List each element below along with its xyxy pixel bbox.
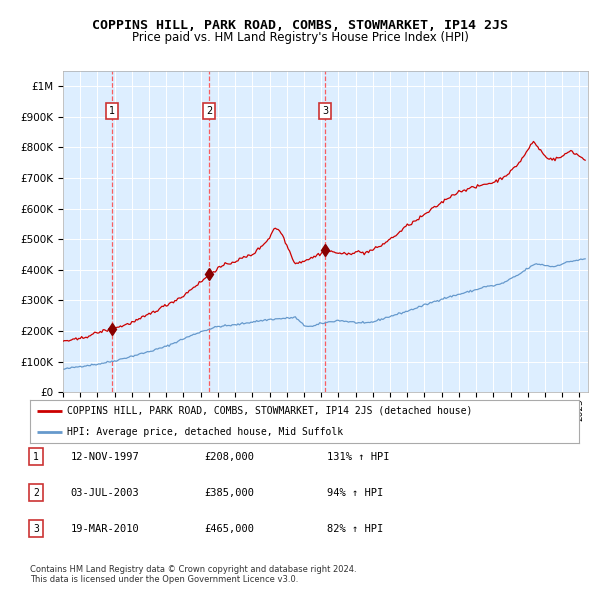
Text: 19-MAR-2010: 19-MAR-2010 <box>71 524 140 533</box>
Text: 2: 2 <box>206 106 212 116</box>
Text: 2: 2 <box>33 488 39 497</box>
Text: Price paid vs. HM Land Registry's House Price Index (HPI): Price paid vs. HM Land Registry's House … <box>131 31 469 44</box>
Text: 82% ↑ HPI: 82% ↑ HPI <box>327 524 383 533</box>
Text: 03-JUL-2003: 03-JUL-2003 <box>71 488 140 497</box>
Text: £385,000: £385,000 <box>204 488 254 497</box>
Text: 1: 1 <box>33 452 39 461</box>
Text: 131% ↑ HPI: 131% ↑ HPI <box>327 452 389 461</box>
Text: 1: 1 <box>109 106 115 116</box>
Text: HPI: Average price, detached house, Mid Suffolk: HPI: Average price, detached house, Mid … <box>67 427 343 437</box>
Text: £465,000: £465,000 <box>204 524 254 533</box>
Text: COPPINS HILL, PARK ROAD, COMBS, STOWMARKET, IP14 2JS: COPPINS HILL, PARK ROAD, COMBS, STOWMARK… <box>92 19 508 32</box>
Text: 12-NOV-1997: 12-NOV-1997 <box>71 452 140 461</box>
Text: 3: 3 <box>322 106 328 116</box>
Text: 3: 3 <box>33 524 39 533</box>
Text: £208,000: £208,000 <box>204 452 254 461</box>
Text: Contains HM Land Registry data © Crown copyright and database right 2024.
This d: Contains HM Land Registry data © Crown c… <box>30 565 356 584</box>
Text: 94% ↑ HPI: 94% ↑ HPI <box>327 488 383 497</box>
Text: COPPINS HILL, PARK ROAD, COMBS, STOWMARKET, IP14 2JS (detached house): COPPINS HILL, PARK ROAD, COMBS, STOWMARK… <box>67 406 473 415</box>
